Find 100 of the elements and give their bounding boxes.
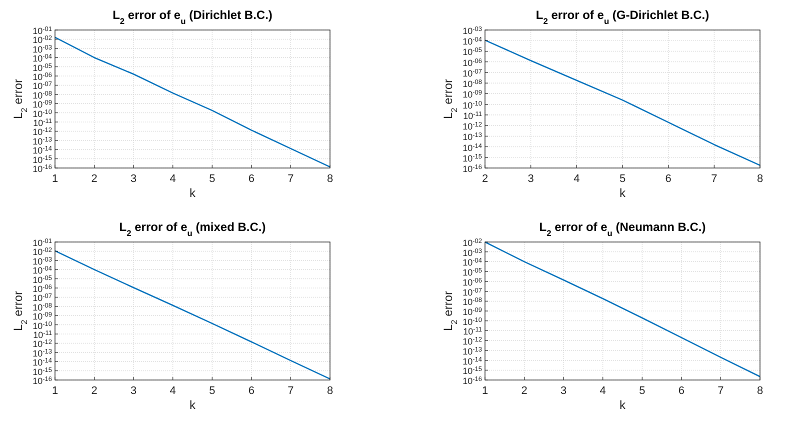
y-tick-label: 10$^{-03}$ bbox=[462, 247, 482, 258]
chart-title: L$_{2}$ error of e$_{u}$ (Neumann B.C.) bbox=[539, 220, 706, 238]
line-series bbox=[484, 40, 761, 166]
x-tick-label: 7 bbox=[718, 385, 724, 397]
x-tick-label: 6 bbox=[248, 173, 254, 185]
y-tick-label: 10$^{-15}$ bbox=[462, 152, 482, 164]
y-tick-label: 10$^{-14}$ bbox=[32, 145, 52, 156]
y-tick-label: 10$^{-16}$ bbox=[32, 376, 52, 386]
y-tick-label: 10$^{-08}$ bbox=[462, 78, 482, 90]
y-tick-label: 10$^{-15}$ bbox=[32, 366, 52, 377]
x-tick-label: 4 bbox=[574, 173, 580, 185]
y-tick-label: 10$^{-04}$ bbox=[32, 265, 52, 276]
x-axis-title: k bbox=[190, 186, 196, 200]
y-tick-label: 10$^{-07}$ bbox=[462, 286, 482, 298]
y-tick-label: 10$^{-05}$ bbox=[32, 274, 52, 285]
x-tick-label: 3 bbox=[560, 385, 567, 397]
x-tick-label: 1 bbox=[482, 385, 488, 397]
x-tick-label: 4 bbox=[600, 385, 606, 397]
x-tick-label: 3 bbox=[130, 173, 137, 185]
x-tick-label: 4 bbox=[170, 385, 176, 397]
y-tick-label: 10$^{-12}$ bbox=[32, 338, 52, 350]
x-tick-label: 7 bbox=[288, 173, 294, 185]
x-tick-label: 6 bbox=[248, 385, 254, 397]
y-tick-label: 10$^{-05}$ bbox=[462, 46, 482, 58]
y-tick-label: 10$^{-02}$ bbox=[32, 246, 52, 258]
x-tick-label: 5 bbox=[209, 385, 216, 397]
y-tick-label: 10$^{-11}$ bbox=[463, 110, 482, 121]
x-tick-label: 1 bbox=[52, 173, 58, 185]
x-tick-label: 8 bbox=[756, 173, 764, 185]
chart-title: L$_{2}$ error of e$_{u}$ (G-Dirichlet B.C.) bbox=[536, 8, 710, 26]
y-tick-label: 10$^{-09}$ bbox=[462, 306, 482, 317]
y-tick-label: 10$^{-09}$ bbox=[462, 89, 482, 100]
y-tick-label: 10$^{-16}$ bbox=[462, 164, 482, 174]
y-tick-label: 10$^{-06}$ bbox=[32, 72, 52, 82]
x-tick-label: 5 bbox=[619, 173, 626, 185]
x-tick-label: 1 bbox=[52, 385, 58, 397]
y-tick-label: 10$^{-12}$ bbox=[462, 336, 482, 347]
y-tick-label: 10$^{-08}$ bbox=[32, 90, 52, 100]
y-tick-label: 10$^{-10}$ bbox=[462, 100, 482, 110]
x-tick-label: 7 bbox=[711, 173, 718, 185]
y-tick-label: 10$^{-15}$ bbox=[32, 154, 52, 165]
y-tick-label: 10$^{-01}$ bbox=[32, 238, 52, 248]
x-tick-label: 2 bbox=[91, 385, 98, 397]
x-tick-label: 7 bbox=[288, 385, 294, 397]
y-tick-label: 10$^{-10}$ bbox=[462, 316, 482, 327]
y-tick-label: 10$^{-08}$ bbox=[462, 296, 482, 308]
y-tick-label: 10$^{-04}$ bbox=[32, 53, 52, 64]
y-tick-label: 10$^{-14}$ bbox=[462, 356, 482, 366]
y-tick-label: 10$^{-13}$ bbox=[32, 348, 52, 358]
x-axis-title: k bbox=[190, 398, 196, 412]
y-tick-label: 10$^{-08}$ bbox=[32, 302, 52, 312]
y-tick-label: 10$^{-12}$ bbox=[462, 121, 482, 132]
y-tick-label: 10$^{-06}$ bbox=[32, 284, 52, 294]
x-tick-label: 8 bbox=[326, 173, 334, 185]
y-tick-label: 10$^{-15}$ bbox=[462, 366, 482, 376]
x-tick-label: 2 bbox=[521, 385, 528, 397]
chart-title: L$_{2}$ error of e$_{u}$ (mixed B.C.) bbox=[119, 220, 266, 238]
y-tick-label: 10$^{-10}$ bbox=[32, 320, 52, 331]
y-tick-label: 10$^{-12}$ bbox=[32, 126, 52, 138]
y-tick-label: 10$^{-03}$ bbox=[32, 256, 52, 266]
y-tick-label: 10$^{-11}$ bbox=[33, 118, 52, 128]
y-tick-label: 10$^{-05}$ bbox=[462, 267, 482, 278]
y-tick-label: 10$^{-13}$ bbox=[462, 346, 482, 356]
x-tick-label: 2 bbox=[91, 173, 98, 185]
x-tick-label: 3 bbox=[528, 173, 534, 185]
x-tick-label: 8 bbox=[756, 385, 764, 397]
y-tick-label: 10$^{-07}$ bbox=[32, 80, 52, 92]
y-tick-label: 10$^{-02}$ bbox=[32, 34, 52, 46]
y-tick-label: 10$^{-10}$ bbox=[32, 108, 52, 119]
chart-title: L$_{2}$ error of e$_{u}$ (Dirichlet B.C.) bbox=[112, 8, 272, 26]
x-tick-label: 2 bbox=[482, 173, 488, 185]
x-tick-label: 5 bbox=[209, 173, 216, 185]
y-tick-label: 10$^{-01}$ bbox=[32, 26, 52, 36]
y-tick-label: 10$^{-07}$ bbox=[462, 68, 482, 78]
y-tick-label: 10$^{-04}$ bbox=[462, 36, 482, 47]
x-tick-label: 8 bbox=[326, 385, 334, 397]
y-tick-label: 10$^{-11}$ bbox=[463, 326, 482, 337]
x-tick-label: 6 bbox=[665, 173, 672, 185]
x-tick-label: 5 bbox=[639, 385, 646, 397]
y-tick-label: 10$^{-04}$ bbox=[462, 257, 482, 268]
y-tick-label: 10$^{-06}$ bbox=[462, 276, 482, 288]
y-tick-label: 10$^{-09}$ bbox=[32, 99, 52, 110]
y-tick-label: 10$^{-13}$ bbox=[462, 132, 482, 142]
x-tick-label: 6 bbox=[678, 385, 684, 397]
y-tick-label: 10$^{-14}$ bbox=[32, 357, 52, 368]
x-tick-label: 4 bbox=[170, 173, 176, 185]
y-tick-label: 10$^{-16}$ bbox=[462, 376, 482, 386]
y-tick-label: 10$^{-02}$ bbox=[462, 238, 482, 248]
x-axis-title: k bbox=[620, 186, 626, 200]
y-tick-label: 10$^{-14}$ bbox=[462, 142, 482, 153]
x-axis-title: k bbox=[620, 398, 626, 412]
x-tick-label: 3 bbox=[130, 385, 137, 397]
y-tick-label: 10$^{-09}$ bbox=[32, 311, 52, 322]
y-tick-label: 10$^{-06}$ bbox=[462, 57, 482, 68]
line-series bbox=[484, 241, 761, 378]
y-tick-label: 10$^{-05}$ bbox=[32, 62, 52, 73]
y-tick-label: 10$^{-03}$ bbox=[32, 44, 52, 54]
y-tick-label: 10$^{-11}$ bbox=[33, 330, 52, 340]
y-tick-label: 10$^{-03}$ bbox=[462, 26, 482, 36]
y-tick-label: 10$^{-16}$ bbox=[32, 164, 52, 174]
